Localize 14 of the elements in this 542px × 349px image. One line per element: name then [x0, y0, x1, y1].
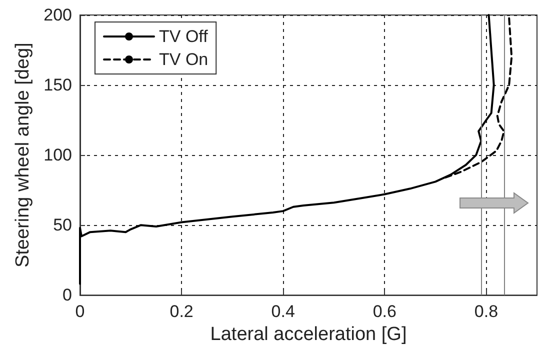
legend-label: TV Off	[159, 27, 208, 46]
y-tick-label: 50	[53, 216, 72, 235]
x-tick-label: 0.2	[170, 302, 194, 322]
x-tick-label: 0	[75, 302, 85, 322]
y-tick-label: 0	[62, 286, 72, 305]
y-tick-label: 150	[44, 76, 72, 95]
x-tick-label: 0.8	[474, 302, 498, 322]
legend-label: TV On	[159, 50, 208, 69]
x-tick-label: 0.4	[271, 302, 295, 322]
y-tick-label: 100	[44, 146, 72, 165]
x-tick-label: 0.6	[372, 302, 396, 322]
x-axis-title: Lateral acceleration [G]	[210, 324, 407, 345]
y-tick-label: 200	[44, 6, 72, 24]
y-axis-title: Steering wheel angle [deg]	[12, 42, 34, 268]
